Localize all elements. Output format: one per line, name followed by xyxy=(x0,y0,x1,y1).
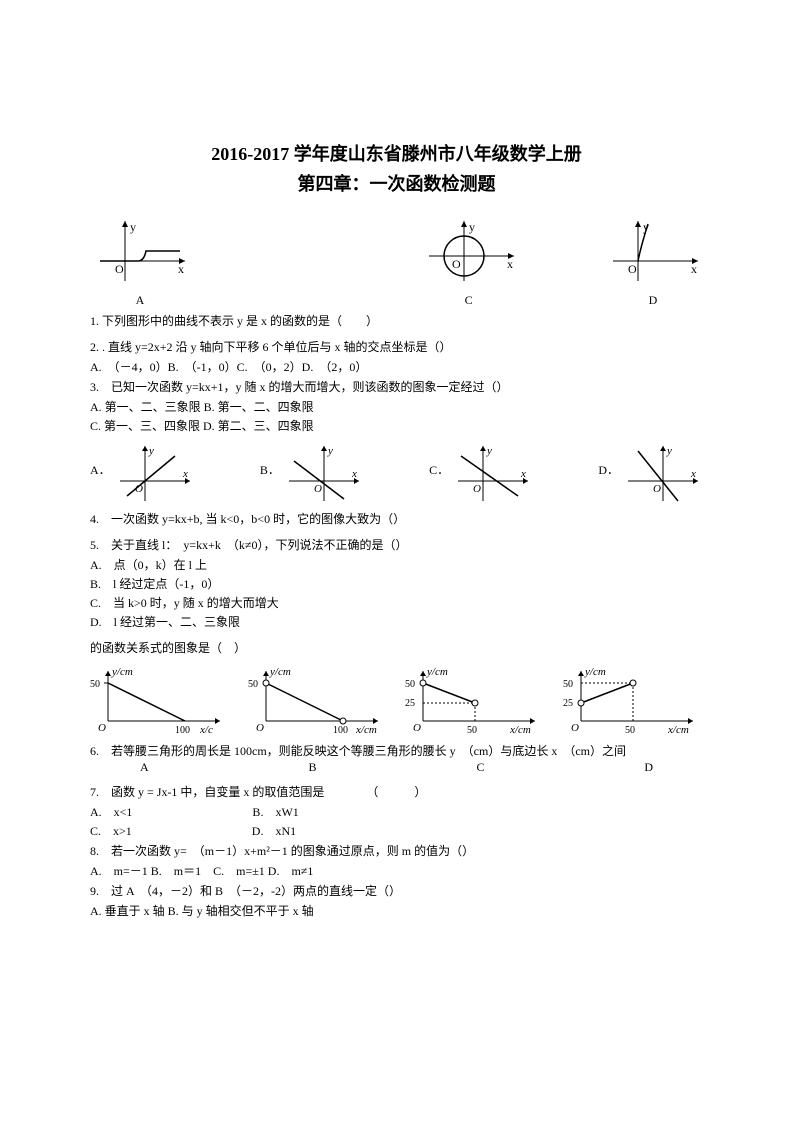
axis-y-label: y xyxy=(327,445,333,457)
q1-graph-d-label: D xyxy=(603,293,703,308)
ylabel: y/cm xyxy=(269,666,291,678)
q6-text: 6. 若等腰三角形的周长是 100cm，则能反映这个等腰三角形的腰长 y （cm… xyxy=(90,742,703,760)
q2-text: 2. . 直线 y=2x+2 沿 y 轴向下平移 6 个单位后与 x 轴的交点坐… xyxy=(90,338,703,356)
q9-options: A. 垂直于 x 轴 B. 与 y 轴相交但不平于 x 轴 xyxy=(90,902,703,920)
axis-y-label: y xyxy=(643,220,649,234)
q6-labels-row: A B C D xyxy=(90,760,703,775)
q5-text: 5. 关于直线 l： y=kx+k （k≠0），下列说法不正确的是（） xyxy=(90,536,703,554)
q6-label-b: B xyxy=(309,760,317,775)
q3-options-2: C. 第一、三、四象限 D. 第二、三、四象限 xyxy=(90,417,703,435)
xmax: 50 xyxy=(467,725,477,736)
page-title-line1: 2016-2017 学年度山东省滕州市八年级数学上册 xyxy=(90,140,703,166)
axis-x-label: x xyxy=(178,262,184,276)
page-title-line2: 第四章：一次函数检测题 xyxy=(90,170,703,196)
origin: O xyxy=(98,722,106,734)
origin-label: O xyxy=(452,257,461,271)
axis-y-label: y xyxy=(148,445,154,457)
y1: 50 xyxy=(563,679,573,690)
ylabel: y/cm xyxy=(426,666,448,678)
q1-graphs-row: y x O A y x O C xyxy=(90,216,703,308)
axis-x-label: x xyxy=(182,468,188,480)
origin: O xyxy=(256,722,264,734)
q6-label-c: C xyxy=(476,760,484,775)
ymax: 50 xyxy=(248,679,258,690)
q1-graph-a-label: A xyxy=(90,293,190,308)
q4-text: 4. 一次函数 y=kx+b, 当 k<0，b<0 时，它的图像大致为（） xyxy=(90,510,703,528)
origin-label: O xyxy=(135,483,143,495)
q6-label-a: A xyxy=(140,760,149,775)
q2-options: A. （－4，0）B. （-1，0）C. （0，2）D. （2，0） xyxy=(90,358,703,376)
q6-label-d: D xyxy=(644,760,653,775)
q1-graph-spacer xyxy=(274,216,334,308)
q7-options-1: A. x<1 B. xW1 xyxy=(90,803,703,821)
q6-graph-a: y/cm 50 100 x/c O xyxy=(90,663,230,738)
axis-y-label: y xyxy=(469,220,475,234)
xlabel: x/cm xyxy=(509,724,531,736)
q1-graph-d: y x O D xyxy=(603,216,703,308)
y2: 25 xyxy=(405,698,415,709)
q4-label-d: D． xyxy=(598,461,619,478)
q1-text: 1. 下列图形中的曲线不表示 y 是 x 的函数的是（ ） xyxy=(90,312,703,330)
ylabel: y/cm xyxy=(584,666,606,678)
q6-graph-c: y/cm 50 25 50 x/cm O xyxy=(405,663,545,738)
q8-options: A. m=－1 B. m＝1 C. m=±1 D. m≠1 xyxy=(90,862,703,880)
axis-x-label: x xyxy=(691,262,697,276)
origin-label: O xyxy=(653,483,661,495)
xmax: 50 xyxy=(625,725,635,736)
q4-graph-a: A． y x O xyxy=(90,441,195,506)
q1-graph-c-label: C xyxy=(419,293,519,308)
xlabel: x/cm xyxy=(667,724,689,736)
axis-y-label: y xyxy=(486,445,492,457)
origin-label: O xyxy=(628,262,637,276)
q7-options-2: C. x>1 D. xN1 xyxy=(90,822,703,840)
xlabel: x/c xyxy=(199,724,213,736)
q1-graph-c: y x O C xyxy=(419,216,519,308)
q3-options-1: A. 第一、二、三象限 B. 第一、二、四象限 xyxy=(90,398,703,416)
q6-pre: 的函数关系式的图象是（ ） xyxy=(90,639,703,657)
q1-graph-a: y x O A xyxy=(90,216,190,308)
origin: O xyxy=(413,722,421,734)
q4-label-a: A． xyxy=(90,461,111,478)
xlabel: x/cm xyxy=(355,724,377,736)
q5-opt-c: C. 当 k>0 时，y 随 x 的增大而增大 xyxy=(90,594,703,612)
xmax: 100 xyxy=(175,725,190,736)
q6-graph-b: y/cm 50 100 x/cm O xyxy=(248,663,388,738)
q5-opt-d: D. l 经过第一、二、三象限 xyxy=(90,613,703,631)
q4-graph-d: D． y x O xyxy=(598,441,703,506)
q4-label-b: B． xyxy=(260,461,280,478)
origin-label: O xyxy=(314,483,322,495)
origin-label: O xyxy=(473,483,481,495)
q4-label-c: C． xyxy=(429,461,449,478)
q5-opt-a: A. 点（0，k）在 l 上 xyxy=(90,556,703,574)
q8-text: 8. 若一次函数 y= （m－1）x+m²－1 的图象通过原点，则 m 的值为（… xyxy=(90,842,703,860)
axis-x-label: x xyxy=(690,468,696,480)
q5-opt-b: B. l 经过定点（-1，0） xyxy=(90,575,703,593)
y1: 50 xyxy=(405,679,415,690)
origin-label: O xyxy=(115,262,124,276)
xmax: 100 xyxy=(333,725,348,736)
q3-text: 3. 已知一次函数 y=kx+1，y 随 x 的增大而增大，则该函数的图象一定经… xyxy=(90,378,703,396)
q6-graph-d: y/cm 50 25 50 x/cm O xyxy=(563,663,703,738)
q4-graph-c: C． y x O xyxy=(429,441,533,506)
axis-x-label: x xyxy=(507,257,513,271)
q9-text: 9. 过 A （4，－2）和 B （－2，-2）两点的直线一定（） xyxy=(90,882,703,900)
q4-graphs-row: A． y x O B． y x O xyxy=(90,441,703,506)
q4-graph-b: B． y x O xyxy=(260,441,364,506)
q7-text: 7. 函数 y = Jx-1 中，自变量 x 的取值范围是 （ ） xyxy=(90,783,703,801)
ylabel: y/cm xyxy=(111,666,133,678)
axis-x-label: x xyxy=(351,468,357,480)
axis-y-label: y xyxy=(666,445,672,457)
axis-x-label: x xyxy=(520,468,526,480)
origin: O xyxy=(571,722,579,734)
q6-graphs-row: y/cm 50 100 x/c O y/cm 50 100 x/cm O xyxy=(90,663,703,738)
ymax: 50 xyxy=(90,679,100,690)
axis-y-label: y xyxy=(130,220,136,234)
y2: 25 xyxy=(563,698,573,709)
